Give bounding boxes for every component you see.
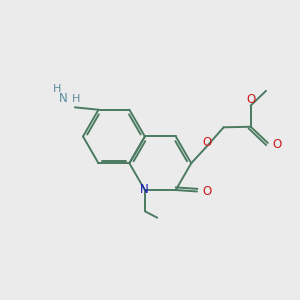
Text: N: N [140,183,148,196]
Text: H: H [72,94,80,103]
Text: H: H [52,84,61,94]
Text: N: N [59,92,68,105]
Text: O: O [203,136,212,149]
Text: O: O [202,185,212,198]
Text: O: O [247,93,256,106]
Text: O: O [272,138,281,151]
